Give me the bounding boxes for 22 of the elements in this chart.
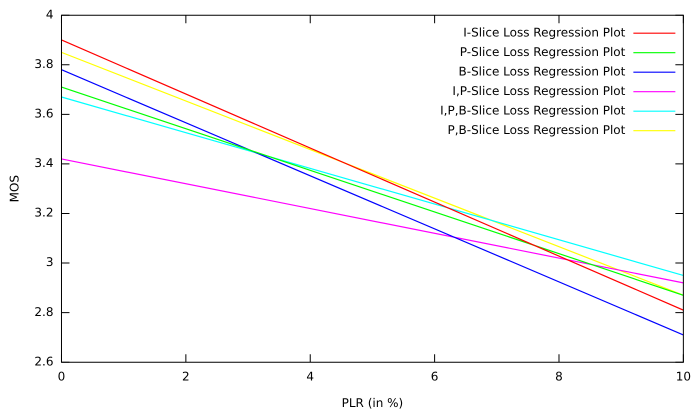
y-tick-label: 3.4 bbox=[34, 156, 54, 170]
x-tick-label: 4 bbox=[306, 370, 314, 384]
x-tick-label: 6 bbox=[430, 370, 438, 384]
y-axis-title: MOS bbox=[7, 174, 22, 202]
x-tick-label: 2 bbox=[182, 370, 190, 384]
x-axis-title: PLR (in %) bbox=[342, 396, 404, 410]
y-tick-label: 3 bbox=[46, 255, 54, 270]
y-tick-label: 3.2 bbox=[34, 206, 54, 220]
x-tick-label: 0 bbox=[58, 370, 66, 384]
legend-label: B-Slice Loss Regression Plot bbox=[458, 64, 626, 78]
x-tick-label: 8 bbox=[555, 370, 563, 384]
legend-label: I,P-Slice Loss Regression Plot bbox=[452, 84, 626, 98]
x-tick-label: 10 bbox=[676, 370, 692, 384]
y-tick-label: 3.8 bbox=[34, 56, 54, 71]
y-tick-label: 2.8 bbox=[34, 304, 54, 319]
legend-label: I-Slice Loss Regression Plot bbox=[463, 25, 626, 40]
legend-label: P-Slice Loss Regression Plot bbox=[460, 44, 626, 59]
legend-label: I,P,B-Slice Loss Regression Plot bbox=[440, 103, 626, 118]
y-tick-label: 2.6 bbox=[34, 354, 54, 368]
legend-label: P,B-Slice Loss Regression Plot bbox=[447, 122, 626, 137]
y-tick-label: 4 bbox=[46, 7, 54, 22]
y-tick-label: 3.6 bbox=[34, 106, 54, 120]
